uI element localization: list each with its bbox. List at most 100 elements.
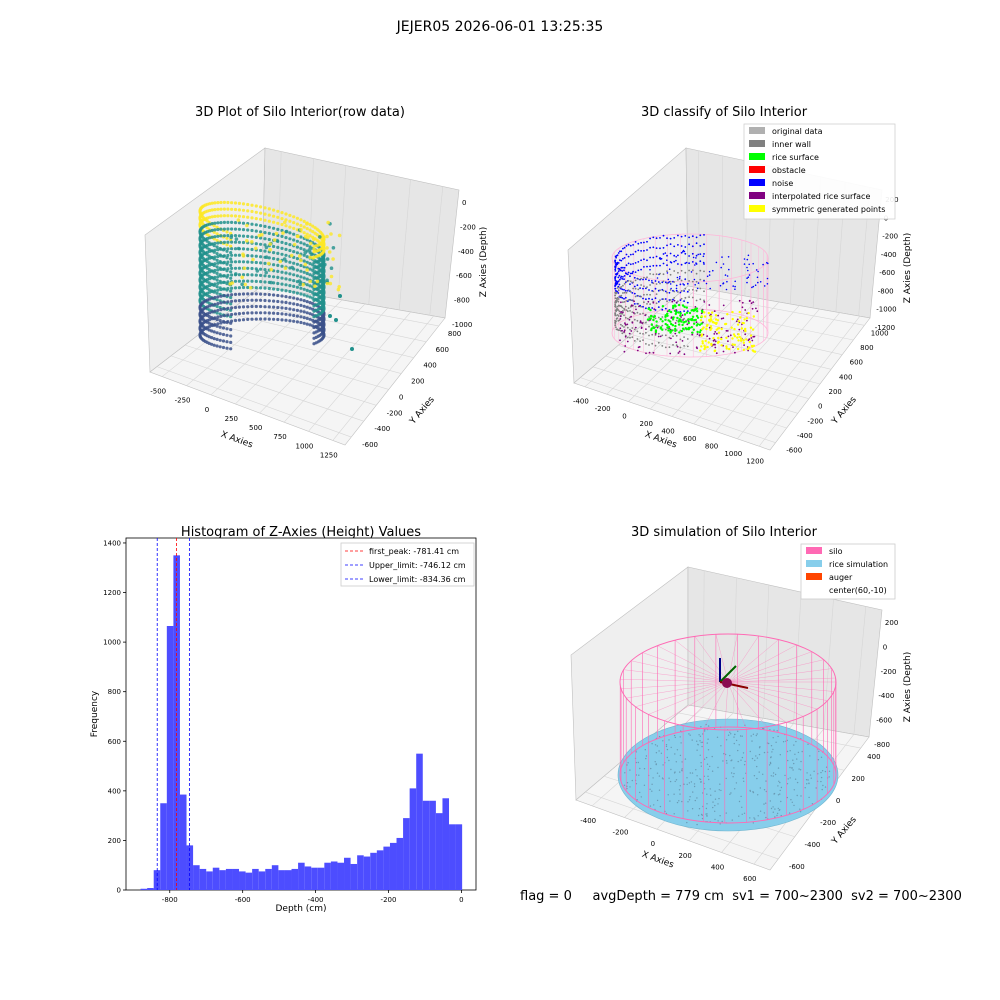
raw-point [254,235,258,239]
raw-point [233,201,238,205]
raw-point [263,212,267,216]
interpolated-point [708,304,711,306]
classified-point [695,242,698,245]
y-tick-label: 800 [448,330,461,338]
raw-point [218,338,222,342]
raw-point [210,336,214,340]
noise-point [747,254,750,257]
symmetric-point [740,337,743,340]
classified-point [688,262,690,265]
symmetric-point [720,337,723,341]
raw-point [284,241,288,246]
noise-point [715,261,718,264]
classified-point [640,259,642,262]
panel-histogram: Histogram of Z-Axies (Height) Values -80… [90,525,477,914]
rice-surface-point [666,324,669,327]
classified-point [636,338,639,340]
classified-point [615,326,617,329]
y-tick-label: 400 [839,373,852,381]
rice-simulation-point [700,726,702,728]
classified-point [622,301,624,304]
raw-point [276,317,280,322]
rice-simulation-point [794,753,796,755]
rice-simulation-point [740,795,742,798]
raw-point [246,292,250,296]
noise-point [697,253,699,256]
interpolated-point [714,346,717,349]
rice-surface-point [696,323,699,326]
raw-point [226,207,230,211]
z-gridline [398,179,411,311]
classified-point [634,271,637,273]
raw-point [233,266,238,270]
classified-point [688,255,690,257]
classified-point [695,280,698,283]
raw-point [318,235,322,239]
raw-point [233,318,238,323]
raw-point [299,227,303,232]
raw-point [246,317,250,321]
raw-point [241,247,246,251]
raw-point [216,268,220,272]
rice-simulation-point [730,760,732,762]
symmetric-point [731,317,734,321]
histogram-bar [278,870,285,890]
noise-point [695,257,697,259]
silo-top-spoke [727,634,738,683]
silo-top-spoke [727,644,797,683]
classified-point [664,298,667,300]
symmetric-point [737,339,740,342]
histogram-bar [383,846,390,890]
rice-simulation-point [770,756,772,758]
histogram-bar [298,862,305,890]
classified-point [632,263,634,265]
rice-surface-point [669,310,673,314]
raw-point [276,305,280,310]
rice-simulation-point [762,773,764,775]
rice-simulation-point [691,772,694,774]
raw-point [259,230,263,234]
rice-simulation-point [822,784,824,787]
rice-surface-point [664,322,667,326]
raw-point [221,339,226,343]
raw-point [312,331,316,335]
raw-point [312,320,316,324]
symmetric-point [731,343,734,346]
z-tick-label: -600 [879,269,895,277]
raw-point [248,286,253,290]
raw-point [233,286,238,290]
rice-surface-point [682,321,685,324]
raw-point [216,302,220,306]
raw-point [263,274,267,278]
noise-point [664,252,667,254]
raw-point [215,291,219,295]
classified-point [624,289,627,292]
raw-point [213,316,217,320]
classified-point [626,326,629,329]
classified-point [623,278,625,281]
rice-simulation-point [689,796,691,798]
rice-simulation-point [752,733,755,735]
noise-point [732,285,734,287]
raw-point [257,233,262,238]
classified-point [616,281,619,284]
symmetric-point [699,349,702,352]
classified-point [645,287,647,290]
raw-point [226,300,230,304]
raw-point [308,284,312,288]
rice-simulation-point [709,765,711,768]
rice-simulation-point [774,808,776,810]
classified-point [648,297,650,300]
classified-point [649,246,651,249]
raw-point [213,221,217,225]
interpolated-point [628,318,631,321]
panel-classify-3d: 3D classify of Silo Interior -400-200020… [567,105,913,465]
rice-surface-point [677,323,681,326]
raw-point [250,298,254,302]
raw-point [280,306,284,310]
raw-point [259,267,263,271]
raw-point [215,298,219,302]
y-tick-label: 400 [108,787,121,795]
y-tick-label: -200 [820,819,836,827]
